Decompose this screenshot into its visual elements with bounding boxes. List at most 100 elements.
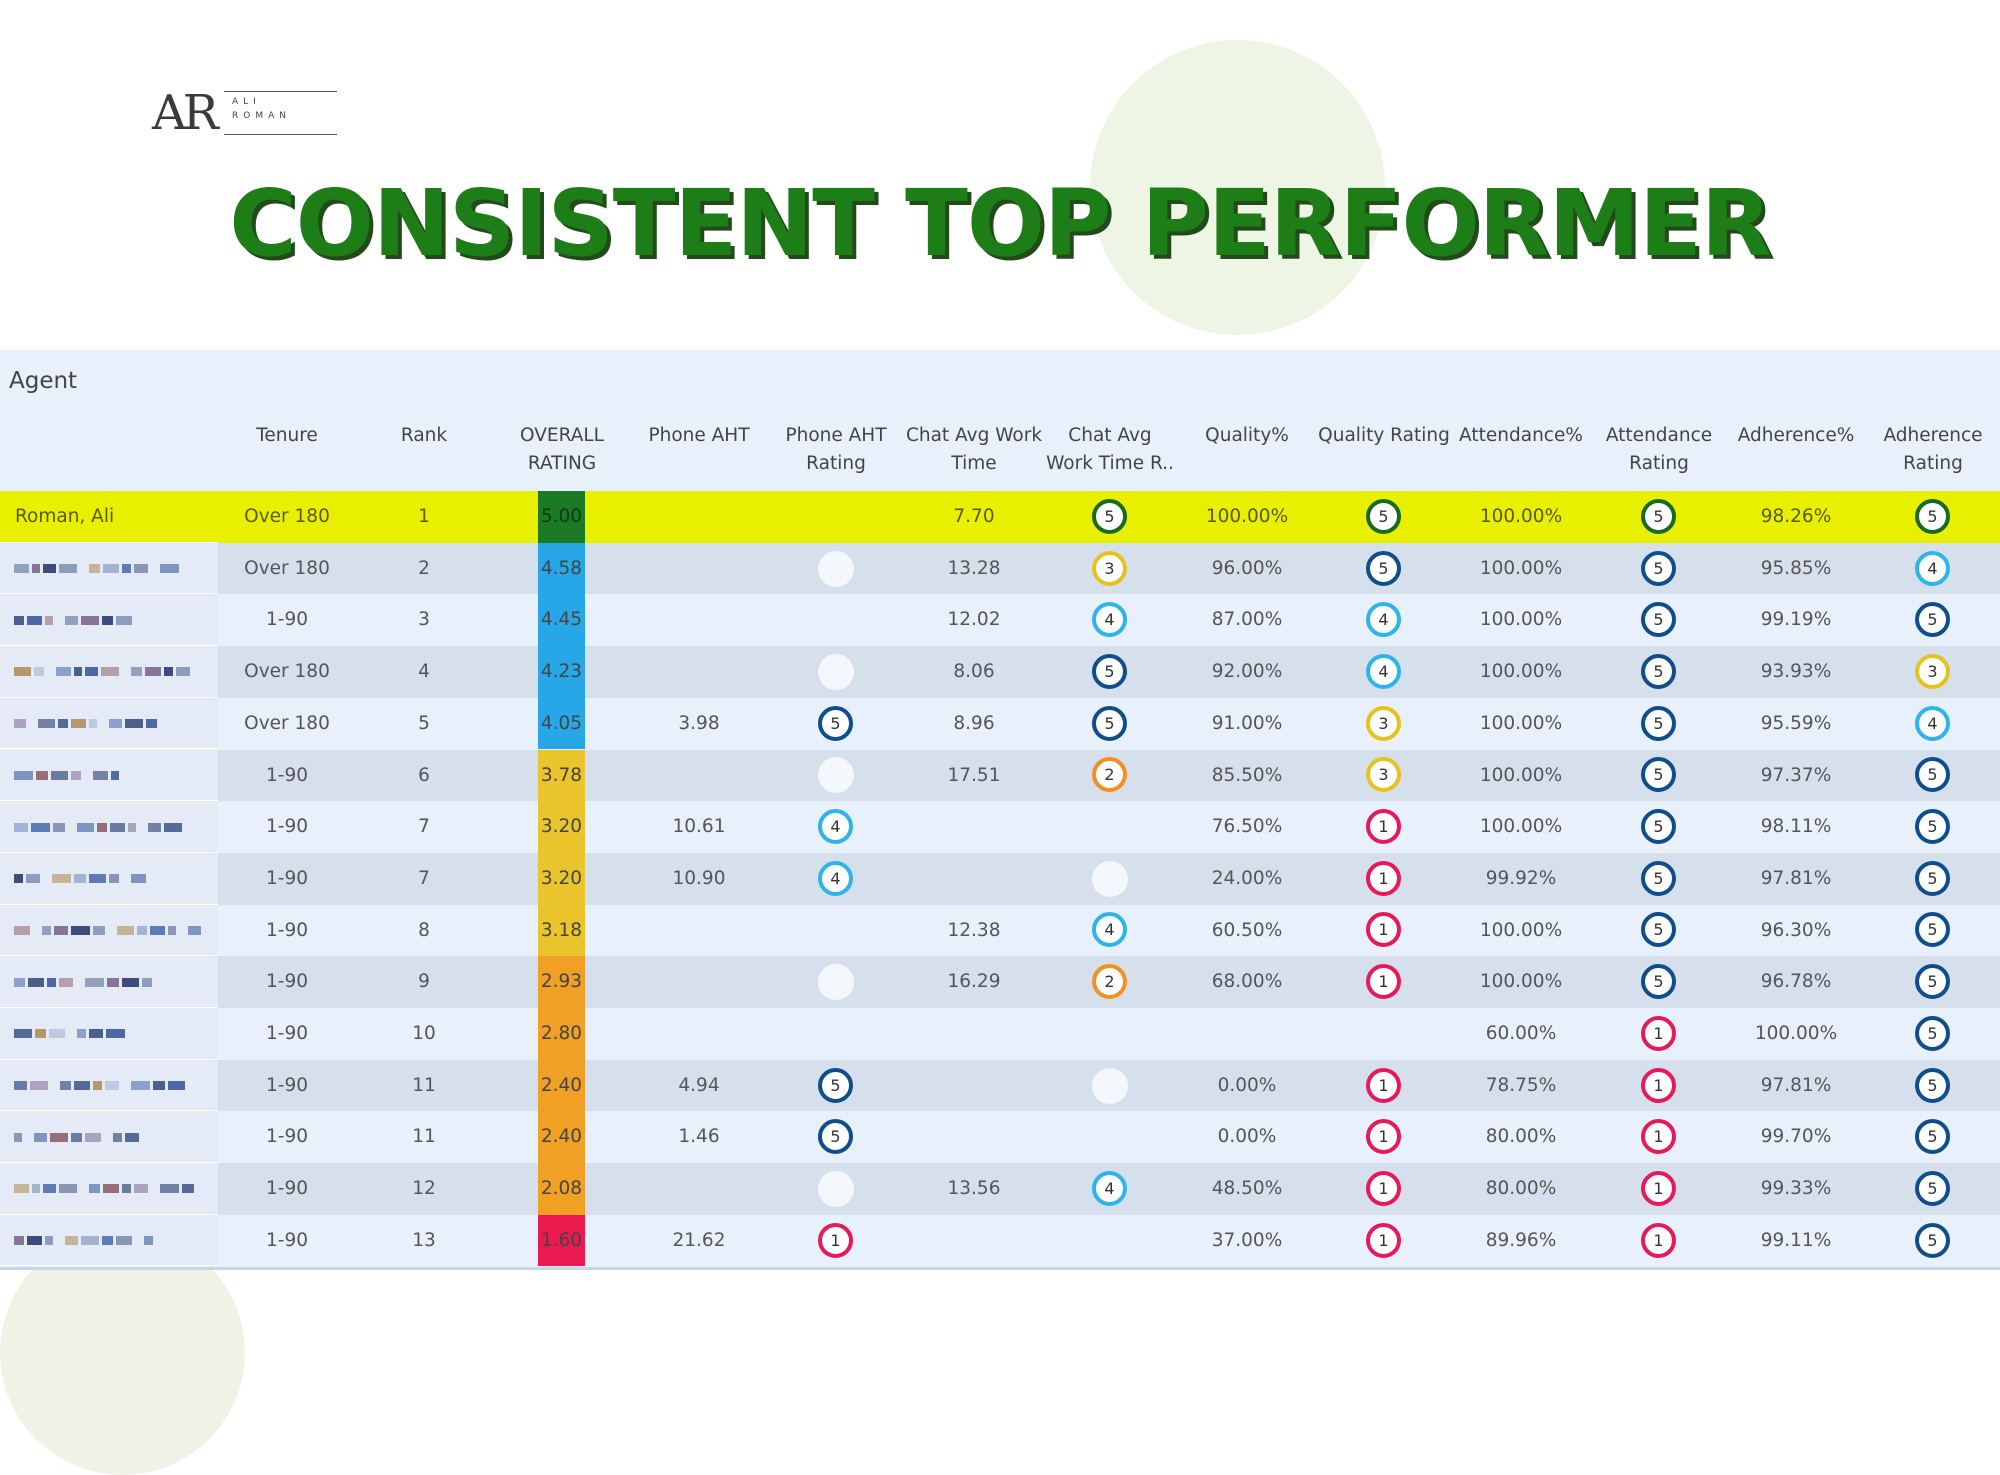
empty-rating-icon: [818, 550, 854, 587]
pixel-block: [28, 977, 44, 987]
pixel-block: [85, 1132, 101, 1142]
agent-name-cell[interactable]: [0, 646, 218, 698]
agent-name-cell[interactable]: [0, 904, 218, 957]
agent-name-cell[interactable]: [0, 852, 218, 905]
pixel-block: [27, 1236, 42, 1246]
quality-value: 100.00%: [1205, 506, 1289, 527]
pixel-block: [109, 874, 119, 884]
attendance-rating-badge-icon: 5: [1641, 860, 1676, 896]
agent-name-cell[interactable]: Roman, Ali: [0, 491, 218, 543]
rank-value: 7: [418, 867, 430, 889]
agent-name-cell[interactable]: [0, 594, 218, 647]
pixelated-agent-name: [14, 853, 149, 905]
pixel-block: [93, 770, 108, 780]
pixel-block: [102, 1236, 113, 1246]
header-line-2: Time: [951, 453, 997, 474]
chat-awt-rating-badge-icon: 3: [1092, 550, 1127, 586]
header-adherence-rating[interactable]: Adherence Rating: [1883, 422, 1982, 478]
quality-value: 60.50%: [1211, 919, 1283, 941]
chat-awt-value: 7.70: [953, 506, 995, 527]
table-row[interactable]: 1-90 10 60.00% 100.00% 2.80 1 5: [0, 1008, 2000, 1060]
phone-aht-value: 21.62: [672, 1229, 726, 1251]
pixel-block: [14, 564, 29, 574]
quality-value: 24.00%: [1211, 867, 1283, 889]
attendance-rating-badge-icon: 5: [1641, 498, 1676, 534]
row-separator: [0, 851, 218, 853]
table-row[interactable]: 1-90 7 10.90 24.00% 99.92% 97.81% 3.20 4 1 5 5: [0, 852, 2000, 905]
pixel-block: [74, 874, 86, 884]
pixel-block: [34, 1132, 47, 1142]
agent-name-cell[interactable]: [0, 1008, 218, 1060]
table-row[interactable]: 1-90 13 21.62 37.00% 89.96% 99.11% 1.60 1 1 1 5: [0, 1214, 2000, 1267]
agent-column-header[interactable]: Agent: [9, 368, 78, 394]
table-row[interactable]: 1-90 12 13.56 48.50% 80.00% 99.33% 2.08 4 1 1 5: [0, 1163, 2000, 1215]
header-line-2: [401, 450, 447, 478]
quality-rating-badge-icon: 1: [1366, 964, 1401, 1000]
pixel-block: [71, 925, 90, 935]
pixel-block: [93, 1081, 102, 1091]
logo-monogram: AR: [152, 85, 219, 141]
agent-name-cell[interactable]: [0, 1214, 218, 1267]
phone-aht-rating-badge-icon: 1: [818, 1222, 853, 1258]
header-rank[interactable]: Rank: [401, 422, 447, 478]
header-attendance[interactable]: Attendance%: [1459, 422, 1583, 478]
overall-rating-cell: 2.80: [538, 1008, 585, 1060]
header-tenure[interactable]: Tenure: [256, 422, 318, 478]
header-quality[interactable]: Quality%: [1205, 422, 1289, 478]
tenure-value: 1-90: [266, 609, 308, 631]
table-row[interactable]: 1-90 6 17.51 85.50% 100.00% 97.37% 3.78 2 3 5 5: [0, 749, 2000, 802]
agent-name-cell[interactable]: [0, 1163, 218, 1215]
pixel-block: [42, 925, 51, 935]
quality-rating-badge-icon: 1: [1366, 912, 1401, 948]
table-row[interactable]: Over 180 4 8.06 92.00% 100.00% 93.93% 4.23 5 4 5 3: [0, 646, 2000, 698]
empty-rating-icon: [1092, 860, 1128, 897]
header-adherence[interactable]: Adherence%: [1738, 422, 1855, 478]
table-row[interactable]: 1-90 9 16.29 68.00% 100.00% 96.78% 2.93 2 1 5 5: [0, 956, 2000, 1008]
header-attendance-rating[interactable]: Attendance Rating: [1606, 422, 1712, 478]
quality-rating-badge-icon: 1: [1366, 809, 1401, 845]
agent-name-cell[interactable]: [0, 1111, 218, 1164]
pixelated-agent-name: [14, 543, 182, 595]
table-row[interactable]: Over 180 2 13.28 96.00% 100.00% 95.85% 4.58 3 5 5…: [0, 542, 2000, 595]
logo-line: [224, 134, 337, 135]
agent-name-cell[interactable]: [0, 1059, 218, 1112]
table-row[interactable]: 1-90 11 1.46 0.00% 80.00% 99.70% 2.40 5 1 1 5: [0, 1111, 2000, 1164]
pixel-block: [134, 1184, 148, 1194]
row-separator: [0, 1110, 218, 1112]
agent-name-cell[interactable]: [0, 801, 218, 853]
attendance-value: 80.00%: [1485, 1126, 1557, 1148]
logo-line: [224, 91, 337, 92]
header-chat-awt-rating[interactable]: Chat Avg Work Time R..: [1046, 422, 1174, 478]
header-phone-aht[interactable]: Phone AHT: [648, 422, 749, 478]
agent-name-cell[interactable]: [0, 697, 218, 750]
adherence-rating-badge-icon: 5: [1915, 1119, 1950, 1155]
table-row[interactable]: 1-90 7 10.61 76.50% 100.00% 98.11% 3.20 4 1 5 5: [0, 801, 2000, 853]
header-overall[interactable]: OVERALL RATING: [520, 422, 604, 478]
background-circle: [1090, 40, 1385, 335]
header-quality-rating[interactable]: Quality Rating: [1318, 422, 1450, 478]
adherence-value: 99.19%: [1760, 609, 1832, 631]
row-separator: [0, 1213, 218, 1215]
table-row[interactable]: Over 180 5 3.98 8.96 91.00% 100.00% 95.59% 4.05…: [0, 697, 2000, 750]
pixel-block: [105, 1081, 119, 1091]
attendance-value: 100.00%: [1479, 764, 1563, 786]
table-row[interactable]: 1-90 11 4.94 0.00% 78.75% 97.81% 2.40 5 1 1 5: [0, 1059, 2000, 1112]
quality-rating-badge-icon: 1: [1366, 1222, 1401, 1258]
agent-name-cell[interactable]: [0, 749, 218, 802]
empty-rating-icon: [818, 1170, 854, 1207]
rank-value: 2: [418, 557, 430, 579]
table-row[interactable]: 1-90 8 12.38 60.50% 100.00% 96.30% 3.18 4 1 5 5: [0, 904, 2000, 957]
pixel-block: [176, 667, 190, 677]
header-line-2: Rating: [1903, 453, 1963, 474]
pixel-block: [164, 667, 173, 677]
header-chat-awt[interactable]: Chat Avg Work Time: [906, 422, 1042, 478]
chat-awt-value: 12.02: [947, 609, 1001, 631]
header-phone-aht-rating[interactable]: Phone AHT Rating: [785, 422, 886, 478]
attendance-rating-badge-icon: 5: [1641, 912, 1676, 948]
table-row[interactable]: 1-90 3 12.02 87.00% 100.00% 99.19% 4.45 4 4 5 5: [0, 594, 2000, 647]
agent-name-cell[interactable]: [0, 542, 218, 595]
pixel-block: [52, 874, 71, 884]
header-line-1: Attendance: [1605, 425, 1713, 446]
table-row[interactable]: Roman, Ali Over 180 1 7.70 100.00% 100.00% 98.…: [0, 491, 2000, 543]
agent-name-cell[interactable]: [0, 956, 218, 1008]
